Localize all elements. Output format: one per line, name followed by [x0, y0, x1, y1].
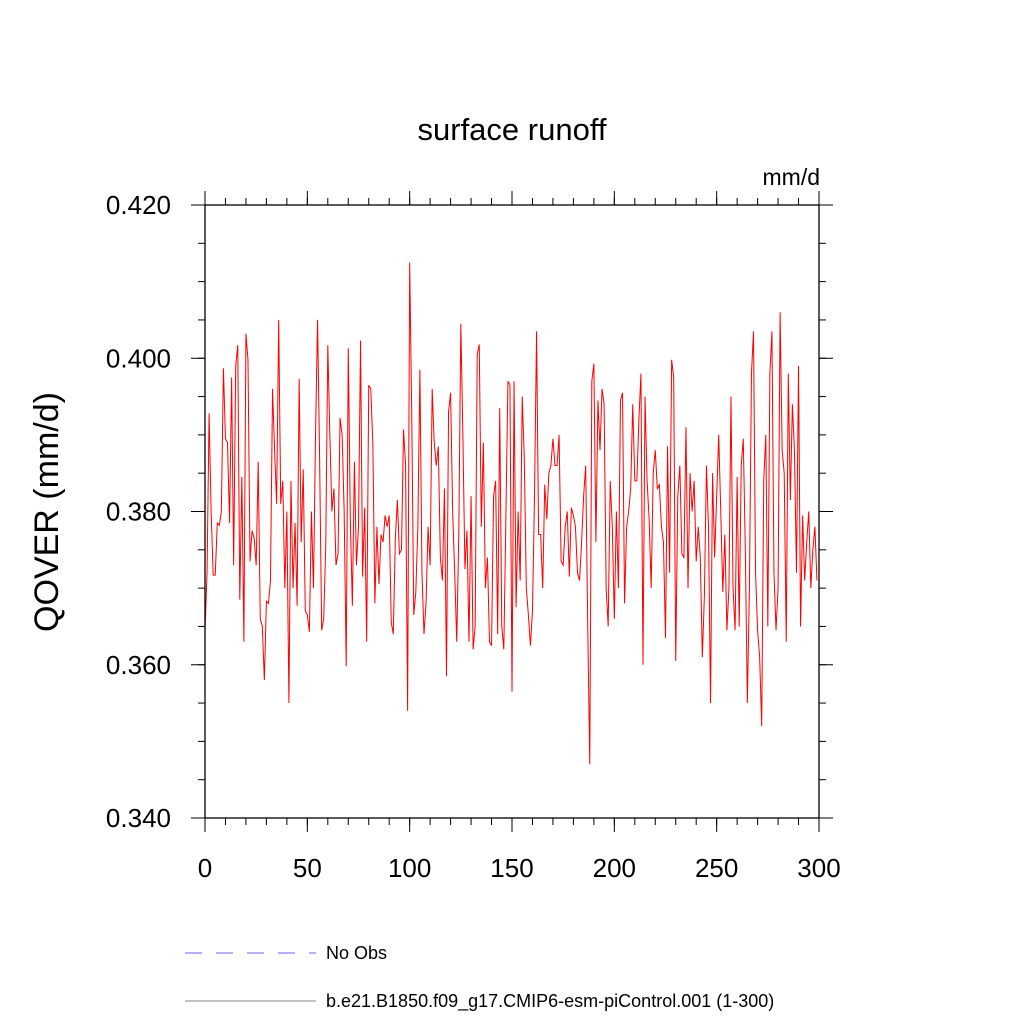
y-tick-label: 0.380 [106, 497, 171, 527]
units-label: mm/d [763, 164, 821, 190]
plot-frame [204, 204, 820, 819]
legend-label-no-obs: No Obs [326, 943, 387, 963]
y-tick-label: 0.340 [106, 803, 171, 833]
x-tick-label: 50 [293, 853, 322, 883]
x-tick-label: 300 [797, 853, 840, 883]
axis-ticks [191, 191, 833, 832]
y-axis-label: QOVER (mm/d) [28, 392, 66, 632]
y-tick-label: 0.360 [106, 650, 171, 680]
legend-label-model: b.e21.B1850.f09_g17.CMIP6-esm-piControl.… [326, 991, 774, 1012]
chart-title: surface runoff [418, 112, 607, 147]
y-tick-label: 0.400 [106, 343, 171, 373]
x-tick-label: 100 [388, 853, 431, 883]
axis-tick-labels: 0 50 100 150 200 250 300 0.340 0.360 0.380 0.400 0.… [106, 190, 841, 883]
y-tick-label: 0.420 [106, 190, 171, 220]
x-tick-label: 200 [593, 853, 636, 883]
x-tick-label: 150 [490, 853, 533, 883]
x-tick-label: 250 [695, 853, 738, 883]
x-tick-label: 0 [198, 853, 212, 883]
legend: No Obs b.e21.B1850.f09_g17.CMIP6-esm-piC… [185, 943, 774, 1012]
series-line [204, 262, 818, 765]
